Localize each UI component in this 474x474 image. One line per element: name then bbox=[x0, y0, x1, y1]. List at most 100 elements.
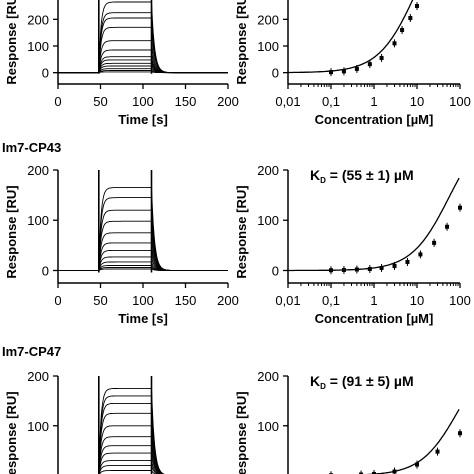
y-axis-title: Response [RU] bbox=[234, 185, 249, 278]
data-point bbox=[379, 265, 384, 270]
sensorgram-trace bbox=[58, 1, 228, 74]
kd-symbol: K bbox=[310, 167, 320, 183]
y-axis-title: Response [RU] bbox=[234, 391, 249, 474]
data-point bbox=[415, 4, 419, 8]
x-tick-label: 50 bbox=[93, 94, 107, 109]
y-tick-label: 100 bbox=[257, 419, 279, 434]
sensorgram-trace bbox=[98, 395, 165, 474]
x-tick-label: 0,01 bbox=[275, 293, 300, 308]
data-point bbox=[367, 62, 372, 67]
y-tick-label: 0 bbox=[42, 66, 49, 81]
kd-subscript: D bbox=[320, 382, 326, 391]
data-point bbox=[329, 70, 333, 75]
sensorgram-trace bbox=[58, 256, 228, 271]
sensorgram-trace bbox=[98, 425, 164, 474]
data-point bbox=[415, 462, 419, 467]
data-point bbox=[329, 268, 333, 273]
panel-label: Im7-CP47 bbox=[2, 344, 61, 359]
data-point bbox=[392, 41, 397, 46]
x-axis-title: Concentration [µM] bbox=[315, 112, 434, 127]
cp47-sensorgram-panel: 100 200 Response [RU] Im7-CP47 bbox=[2, 344, 165, 474]
x-axis-title: Time [s] bbox=[118, 311, 168, 326]
sensorgram-trace bbox=[58, 265, 228, 271]
data-point bbox=[405, 259, 410, 264]
data-point bbox=[372, 472, 376, 474]
sensorgram-trace bbox=[58, 197, 228, 271]
y-tick-label: 200 bbox=[257, 369, 279, 384]
panel-label: Im7-CP43 bbox=[2, 140, 61, 155]
x-tick-label: 100 bbox=[449, 293, 471, 308]
sensorgram-trace bbox=[98, 436, 163, 474]
data-point bbox=[341, 267, 346, 272]
y-axis-title: Response [RU] bbox=[4, 185, 19, 278]
sensorgram-trace bbox=[98, 387, 165, 474]
data-point bbox=[445, 224, 450, 229]
kd-symbol: K bbox=[310, 373, 320, 389]
cp43-binding-panel: 0 100 200 0,01 0,1 1 10 100 Concentration [µM] Re… bbox=[234, 163, 471, 326]
y-axis-title: Response [RU] bbox=[4, 391, 19, 474]
fit-curve bbox=[364, 408, 460, 474]
y-tick-label: 200 bbox=[27, 12, 49, 27]
y-tick-label: 0 bbox=[272, 263, 279, 278]
sensorgram-trace bbox=[58, 49, 228, 74]
sensorgram-trace bbox=[58, 232, 228, 271]
y-tick-label: 100 bbox=[257, 39, 279, 54]
x-tick-label: 10 bbox=[410, 293, 424, 308]
x-tick-label: 1 bbox=[370, 293, 377, 308]
sensorgram-trace bbox=[58, 62, 228, 74]
x-tick-label: 200 bbox=[217, 94, 239, 109]
kd-subscript: D bbox=[320, 176, 326, 185]
y-tick-label: 200 bbox=[27, 369, 49, 384]
sensorgram-trace bbox=[98, 412, 164, 474]
y-tick-label: 200 bbox=[257, 163, 279, 178]
y-tick-label: 0 bbox=[42, 263, 49, 278]
data-point bbox=[367, 266, 372, 271]
data-point bbox=[408, 16, 413, 20]
x-tick-label: 0,1 bbox=[322, 293, 340, 308]
x-tick-label: 0,1 bbox=[322, 94, 340, 109]
data-point bbox=[418, 252, 423, 257]
data-point bbox=[400, 28, 405, 32]
data-point bbox=[392, 263, 397, 268]
sensorgram-trace bbox=[98, 465, 159, 474]
sensorgram-trace bbox=[98, 460, 160, 474]
data-point bbox=[341, 69, 346, 74]
y-axis-title: Response [RU] bbox=[234, 0, 249, 85]
y-tick-label: 100 bbox=[257, 213, 279, 228]
y-tick-label: 100 bbox=[27, 419, 49, 434]
fit-curve bbox=[288, 0, 414, 74]
sensorgram-trace bbox=[58, 17, 228, 74]
cp42-sensorgram-panel: 0 100 200 0 50 100 150 200 Time [s] Response [RU] bbox=[4, 0, 239, 127]
x-tick-label: 150 bbox=[175, 293, 197, 308]
y-axis-title: Response [RU] bbox=[4, 0, 19, 85]
y-tick-label: 200 bbox=[257, 12, 279, 27]
cp47-binding-panel: 100 200 Response [RU] KD = (91 ± 5) µM bbox=[234, 369, 462, 474]
data-point bbox=[392, 469, 397, 474]
kd-annotation: KD = (91 ± 5) µM bbox=[310, 373, 414, 391]
data-point bbox=[354, 267, 359, 272]
x-tick-label: 150 bbox=[175, 94, 197, 109]
x-tick-label: 1 bbox=[370, 94, 377, 109]
kd-annotation: KD = (55 ± 1) µM bbox=[310, 167, 414, 185]
x-tick-label: 0,01 bbox=[275, 94, 300, 109]
x-tick-label: 50 bbox=[93, 293, 107, 308]
x-tick-label: 100 bbox=[132, 94, 154, 109]
x-tick-label: 200 bbox=[217, 293, 239, 308]
sensorgram-trace bbox=[58, 187, 228, 271]
x-tick-label: 100 bbox=[449, 94, 471, 109]
x-axis-title: Concentration [µM] bbox=[315, 311, 434, 326]
cp42-binding-panel: 0 100 200 0,01 0,1 1 10 100 Concentration [µM] Re… bbox=[234, 0, 471, 127]
data-point bbox=[432, 240, 437, 245]
data-point bbox=[354, 66, 359, 71]
kd-value: = (55 ± 1) µM bbox=[326, 167, 414, 183]
y-tick-label: 100 bbox=[27, 213, 49, 228]
x-tick-label: 0 bbox=[54, 94, 61, 109]
cp43-sensorgram-panel: 0 100 200 0 50 100 150 200 Time [s] Response [RU]… bbox=[2, 140, 239, 326]
fit-curve bbox=[288, 177, 460, 272]
x-axis-title: Time [s] bbox=[118, 112, 168, 127]
data-point bbox=[458, 431, 462, 436]
data-point bbox=[435, 449, 440, 454]
sensorgram-trace bbox=[98, 445, 162, 474]
data-point bbox=[458, 205, 462, 210]
